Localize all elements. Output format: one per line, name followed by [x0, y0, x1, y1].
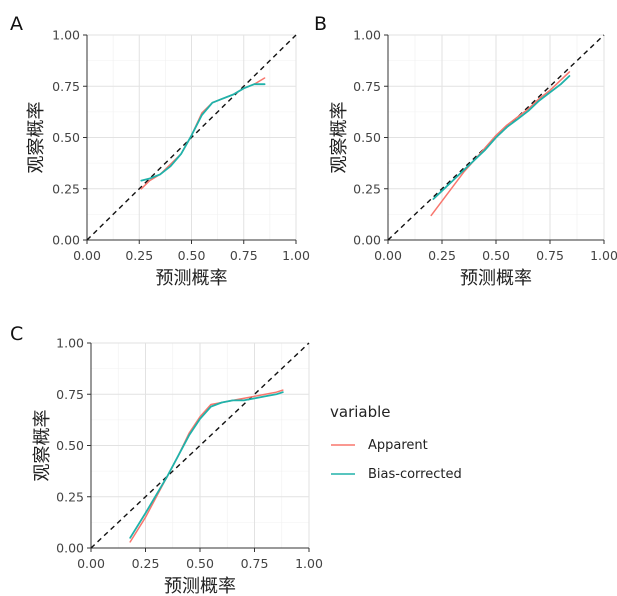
x-axis-title-c: 预测概率 — [164, 576, 236, 596]
x-tick-label: 1.00 — [282, 248, 310, 263]
y-axis-title-a: 观察概率 — [26, 102, 47, 174]
x-axis-title-b: 预测概率 — [460, 268, 532, 289]
x-tick-label: 0.75 — [241, 556, 269, 571]
y-tick-label: 1.00 — [56, 336, 84, 351]
x-tick-label: 0.75 — [230, 248, 258, 263]
x-tick-label: 1.00 — [590, 248, 617, 263]
legend-label-bias-corrected: Bias-corrected — [368, 467, 462, 482]
series-line-bias-corrected-c — [130, 392, 283, 538]
y-tick-label: 0.75 — [353, 79, 381, 94]
x-axis-title-a: 预测概率 — [156, 268, 228, 289]
x-tick-label: 0.00 — [77, 556, 105, 571]
x-tick-label: 0.25 — [428, 248, 456, 263]
y-tick-label: 1.00 — [52, 28, 80, 43]
panel-letter-b: B — [314, 13, 327, 35]
x-tick-label: 0.25 — [132, 556, 160, 571]
x-tick-label: 0.00 — [73, 248, 101, 263]
x-tick-label: 0.00 — [374, 248, 402, 263]
panel-letter-c: C — [10, 323, 23, 345]
y-tick-label: 0.25 — [52, 181, 80, 196]
series-line-bias-corrected-a — [141, 84, 264, 180]
legend-label-apparent: Apparent — [368, 438, 428, 453]
panel-b: B 0.00 0.25 0.50 0.75 1.00 0.00 0.25 0.50 0.75 1.0… — [314, 13, 617, 289]
legend-title: variable — [330, 403, 391, 421]
y-tick-label: 0.00 — [52, 233, 80, 248]
y-tick-label: 0.00 — [353, 233, 381, 248]
x-tick-label: 1.00 — [295, 556, 323, 571]
y-tick-label: 0.50 — [56, 438, 84, 453]
y-tick-label: 1.00 — [353, 28, 381, 43]
y-tick-label: 0.00 — [56, 541, 84, 556]
x-tick-label: 0.50 — [178, 248, 206, 263]
panel-a: A 0.00 0.25 0.50 0.75 1.00 0.00 0.25 0.50 0.75 1.0… — [10, 13, 310, 289]
y-tick-label: 0.50 — [52, 130, 80, 145]
y-tick-label: 0.75 — [56, 387, 84, 402]
x-tick-label: 0.50 — [186, 556, 214, 571]
legend: variable Apparent Bias-corrected — [330, 403, 462, 482]
x-tick-label: 0.25 — [125, 248, 153, 263]
y-tick-label: 0.25 — [56, 489, 84, 504]
y-tick-label: 0.25 — [353, 181, 381, 196]
x-tick-label: 0.75 — [536, 248, 564, 263]
panel-letter-a: A — [10, 13, 23, 35]
x-tick-label: 0.50 — [482, 248, 510, 263]
y-axis-title-b: 观察概率 — [329, 102, 350, 174]
y-tick-label: 0.50 — [353, 130, 381, 145]
series-line-apparent-a — [141, 78, 264, 189]
panel-c: C 0.00 0.25 0.50 0.75 1.00 0.00 0.25 0.50 0.75 1.0… — [10, 323, 323, 596]
y-tick-label: 0.75 — [52, 79, 80, 94]
y-axis-title-c: 观察概率 — [32, 410, 53, 482]
